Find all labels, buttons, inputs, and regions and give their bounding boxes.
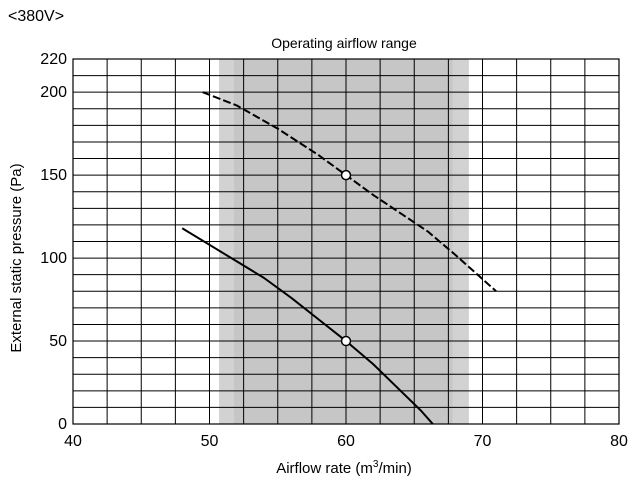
dashed-curve [202,91,497,293]
plot-frame [72,58,620,425]
y-tick-label: 100 [40,250,67,267]
y-tick-label: 50 [49,333,67,350]
x-axis-label-main: Airflow rate (m [276,460,373,477]
grid [72,58,620,425]
y-tick-label: 200 [40,84,67,101]
y-tick-label: 0 [58,416,67,433]
dashed-curve-marker [340,169,352,181]
y-axis-label: External static pressure (Pa) [8,163,25,352]
curves [181,91,497,424]
x-tick-label: 70 [474,433,492,450]
markers [340,169,352,347]
x-tick-label: 50 [201,433,219,450]
x-axis-label-superscript: 3 [373,459,379,470]
solid-curve [181,227,435,424]
tick-labels: 40 50 60 70 80 0 50 100 150 200 220 [40,51,628,450]
band-label: Operating airflow range [271,35,417,51]
x-tick-label: 40 [64,433,82,450]
x-axis-label-tail: /min) [378,460,411,477]
y-tick-label: 150 [40,167,67,184]
voltage-label: <380V> [8,8,64,25]
x-tick-label: 60 [337,433,355,450]
y-tick-label: 220 [40,51,67,68]
x-tick-label: 80 [610,433,628,450]
solid-curve-marker [340,335,352,347]
x-axis-label: Airflow rate (m3/min) [276,459,412,477]
